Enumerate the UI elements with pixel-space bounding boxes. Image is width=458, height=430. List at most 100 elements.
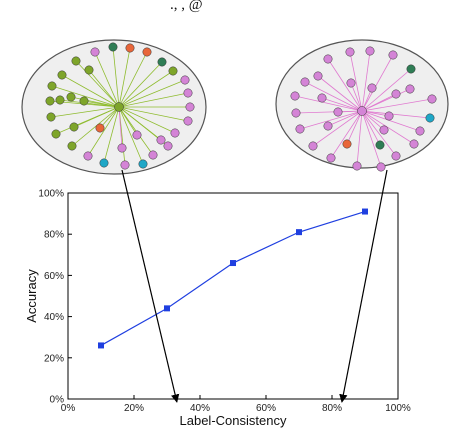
network-node bbox=[409, 139, 419, 149]
network-node bbox=[132, 130, 142, 140]
network-hub-node bbox=[114, 102, 124, 112]
network-node bbox=[308, 141, 318, 151]
network-edge bbox=[118, 47, 131, 108]
network-node bbox=[323, 54, 333, 64]
data-point bbox=[230, 260, 236, 267]
data-point bbox=[296, 229, 302, 236]
data-point bbox=[98, 342, 104, 349]
x-tick-label: 40% bbox=[190, 403, 210, 414]
network-node bbox=[67, 141, 77, 151]
data-point bbox=[164, 305, 170, 312]
x-tick-label: 0% bbox=[61, 403, 76, 414]
network-node bbox=[99, 158, 109, 168]
network-node bbox=[84, 65, 94, 75]
network-edge bbox=[112, 46, 120, 108]
network-edge bbox=[304, 81, 363, 112]
network-edge bbox=[361, 98, 433, 112]
network-node bbox=[156, 135, 166, 145]
network-node bbox=[66, 92, 76, 102]
network-node bbox=[427, 94, 437, 104]
network-edge bbox=[350, 82, 363, 112]
network-node bbox=[45, 96, 55, 106]
network-edge bbox=[361, 68, 412, 112]
network-node bbox=[290, 91, 300, 101]
network-node bbox=[183, 88, 193, 98]
x-tick-label: 20% bbox=[124, 403, 144, 414]
network-edge bbox=[73, 106, 120, 128]
network-node bbox=[157, 57, 167, 67]
network-node bbox=[313, 71, 323, 81]
y-tick-label: 20% bbox=[44, 353, 64, 364]
network-node bbox=[117, 143, 127, 153]
network-edge bbox=[356, 110, 363, 167]
network-edge bbox=[321, 97, 363, 112]
network-inset-right bbox=[275, 39, 449, 172]
network-edge bbox=[50, 106, 120, 118]
accuracy-series-points bbox=[98, 208, 368, 349]
network-node bbox=[345, 47, 355, 57]
network-edge bbox=[312, 110, 363, 147]
network-node bbox=[317, 93, 327, 103]
network-edge bbox=[118, 79, 186, 108]
network-edge bbox=[361, 110, 397, 157]
accuracy-series-line bbox=[100, 210, 366, 346]
network-node bbox=[185, 102, 195, 112]
network-node bbox=[295, 124, 305, 134]
network-node bbox=[120, 160, 130, 170]
network-hub-node bbox=[357, 106, 367, 116]
network-edge bbox=[87, 106, 120, 157]
network-edge bbox=[118, 51, 148, 108]
network-node bbox=[375, 140, 385, 150]
network-node bbox=[46, 112, 56, 122]
network-edge bbox=[361, 110, 421, 132]
network-edge bbox=[361, 110, 385, 131]
network-node bbox=[352, 161, 362, 171]
network-node bbox=[90, 47, 100, 57]
network-edge bbox=[118, 106, 162, 141]
y-tick-label: 40% bbox=[44, 312, 64, 323]
network-inset-left bbox=[21, 39, 207, 175]
network-edge bbox=[118, 106, 144, 165]
network-edge bbox=[61, 74, 120, 108]
x-tick-label: 60% bbox=[256, 403, 276, 414]
network-node bbox=[342, 139, 352, 149]
y-tick-label: 60% bbox=[44, 271, 64, 282]
network-edge bbox=[346, 110, 363, 145]
network-edge bbox=[330, 110, 363, 159]
network-node bbox=[163, 141, 173, 151]
network-edge bbox=[118, 106, 176, 134]
network-node bbox=[346, 78, 356, 88]
network-edge bbox=[51, 85, 120, 108]
network-node bbox=[125, 43, 135, 53]
network-node bbox=[57, 70, 67, 80]
network-node bbox=[83, 151, 93, 161]
network-edge bbox=[118, 106, 123, 149]
network-edge bbox=[294, 95, 363, 112]
network-node bbox=[168, 66, 178, 76]
network-edge bbox=[361, 93, 397, 112]
network-edge bbox=[118, 92, 189, 108]
network-edge bbox=[361, 110, 415, 145]
x-axis-ticks: 0% 20% 40% 60% 80% 100% bbox=[61, 395, 411, 414]
y-axis-ticks: 0% 20% 40% 60% 80% 100% bbox=[38, 189, 72, 406]
network-node bbox=[69, 122, 79, 132]
network-edge bbox=[83, 100, 120, 108]
x-tick-label: 100% bbox=[385, 403, 411, 414]
y-tick-label: 0% bbox=[50, 395, 65, 406]
network-edge bbox=[349, 51, 363, 112]
y-axis-title: Accuracy bbox=[24, 269, 39, 323]
arrow-left-inset bbox=[121, 169, 180, 403]
network-edge bbox=[317, 75, 363, 112]
y-tick-label: 100% bbox=[38, 189, 64, 200]
arrow-right-inset bbox=[339, 169, 388, 403]
network-edge bbox=[361, 110, 382, 168]
network-edge bbox=[103, 106, 120, 164]
network-node bbox=[333, 107, 343, 117]
network-node bbox=[388, 50, 398, 60]
network-node bbox=[51, 129, 61, 139]
network-node bbox=[79, 96, 89, 106]
network-edge bbox=[94, 51, 120, 108]
network-node bbox=[391, 89, 401, 99]
network-node bbox=[379, 125, 389, 135]
network-node bbox=[95, 123, 105, 133]
